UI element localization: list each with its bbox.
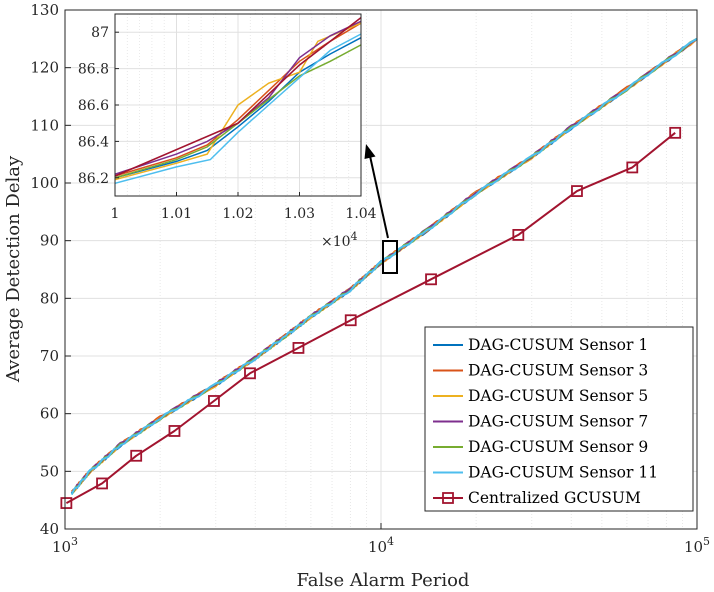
inset-plot: 86.2 86.4 86.6 86.8 87 1 1.01 1.02 1.03 1.04 ×104 [78, 13, 377, 250]
y-tick-label: 90 [40, 232, 59, 250]
x-tick-label: 105 [684, 535, 710, 556]
inset-x-tick-label: 1 [111, 206, 120, 222]
y-tick-label: 130 [30, 1, 59, 19]
inset-x-tick-label: 1.02 [222, 206, 253, 222]
legend-label: DAG-CUSUM Sensor 9 [468, 438, 648, 456]
y-tick-label: 70 [40, 347, 59, 365]
inset-x-multiplier: ×104 [321, 230, 358, 250]
y-tick-label: 50 [40, 462, 59, 480]
legend-label: DAG-CUSUM Sensor 11 [468, 464, 658, 482]
gcusum-point [512, 228, 525, 241]
series-line [70, 37, 698, 496]
inset-y-tick-label: 86.4 [78, 134, 109, 150]
y-tick-label: 120 [30, 59, 59, 77]
inset-series [114, 17, 362, 185]
legend: DAG-CUSUM Sensor 1 DAG-CUSUM Sensor 3 DAG-… [424, 326, 694, 512]
legend-label: DAG-CUSUM Sensor 3 [468, 362, 648, 380]
zoom-arrowhead [364, 144, 376, 159]
inset-x-tick-label: 1.01 [161, 206, 192, 222]
gcusum-point [208, 395, 220, 407]
y-axis-label: Average Detection Delay [3, 155, 24, 383]
y-tick-label: 100 [30, 174, 59, 192]
gcusum-point [425, 273, 437, 286]
gcusum-point [344, 314, 357, 327]
gcusum-point [571, 185, 583, 197]
gcusum-point [292, 342, 305, 354]
inset-series-line [114, 44, 362, 179]
zoom-arrow [369, 155, 389, 239]
series-line [65, 132, 676, 504]
gcusum-point [244, 367, 256, 380]
gcusum-point [60, 497, 73, 509]
x-tick-label: 103 [52, 535, 78, 556]
main-ticks: 40 50 60 70 80 90 100 110 120 130 103 104 105 [30, 1, 710, 556]
y-tick-label: 40 [40, 520, 59, 538]
inset-series-line [114, 33, 362, 185]
zoom-region-box [382, 240, 398, 274]
inset-y-tick-label: 86.6 [78, 98, 109, 114]
gcusum-point [96, 477, 108, 490]
legend-label: DAG-CUSUM Sensor 5 [468, 387, 648, 405]
inset-series-line [114, 17, 362, 177]
y-tick-label: 60 [40, 405, 59, 423]
x-axis-label: False Alarm Period [297, 570, 470, 591]
inset-y-tick-label: 87 [91, 25, 109, 41]
inset-x-tick-label: 1.03 [284, 206, 315, 222]
gcusum-point [130, 449, 143, 462]
gcusum-point [669, 126, 682, 139]
legend-label: DAG-CUSUM Sensor 1 [468, 336, 648, 354]
inset-x-tick-label: 1.04 [345, 206, 376, 222]
inset-y-tick-label: 86.2 [78, 171, 109, 187]
legend-box [424, 326, 694, 512]
gcusum-point [626, 161, 639, 174]
legend-marker [442, 492, 454, 504]
inset-y-tick-label: 86.8 [78, 62, 109, 78]
main-series [60, 37, 698, 509]
y-tick-label: 110 [30, 116, 59, 134]
y-tick-label: 80 [40, 289, 59, 307]
x-tick-label: 104 [368, 535, 394, 556]
legend-label: DAG-CUSUM Sensor 7 [468, 413, 648, 431]
legend-label: Centralized GCUSUM [468, 489, 641, 507]
inset-ticks: 86.2 86.4 86.6 86.8 87 1 1.01 1.02 1.03 1.04 [78, 25, 377, 222]
inset-series-line [114, 37, 362, 179]
gcusum-point [168, 425, 181, 437]
